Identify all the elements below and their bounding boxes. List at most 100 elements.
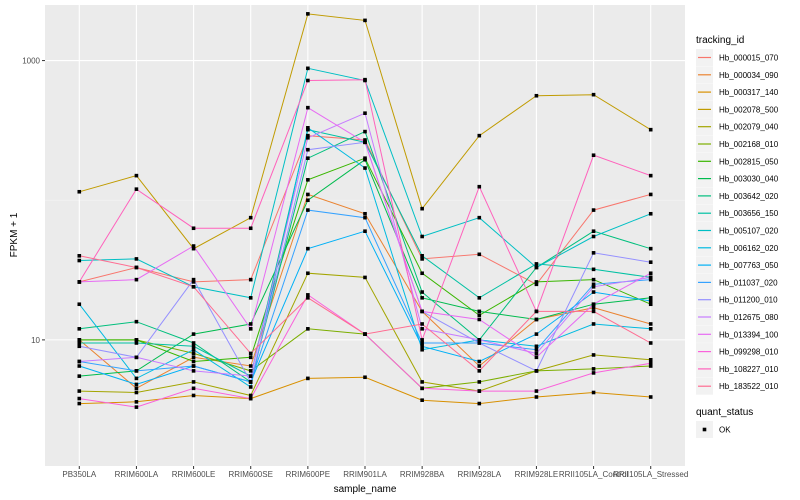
data-point-Hb_005107_020 [77,258,82,263]
data-point-Hb_003656_150 [191,344,196,349]
data-point-Hb_013394_100 [591,302,596,307]
data-point-Hb_006162_020 [306,126,310,130]
data-point-Hb_002079_040 [77,389,82,393]
data-point-Hb_011200_010 [477,341,482,345]
y-axis: 10 1000 [22,57,45,345]
data-point-Hb_003642_020 [420,290,424,294]
data-point-Hb_006162_020 [77,302,82,307]
data-point-Hb_099298_010 [306,293,310,297]
data-point-Hb_183522_010 [477,369,482,373]
data-point-Hb_002079_040 [420,380,424,384]
legend-label: Hb_000034_090 [719,71,779,80]
data-point-Hb_002078_500 [77,189,82,194]
data-point-Hb_007763_050 [477,359,482,364]
legend-label: Hb_002815_050 [719,157,779,166]
data-point-Hb_011037_020 [591,282,596,287]
data-point-Hb_013394_100 [306,105,310,110]
x-axis-title: sample_name [334,484,397,495]
data-point-Hb_000317_140 [534,395,539,399]
data-point-Hb_099298_010 [77,396,82,401]
data-point-Hb_002078_500 [248,215,253,220]
data-point-Hb_000015_070 [248,277,253,282]
data-point-Hb_002079_040 [648,358,653,362]
data-point-Hb_005107_020 [648,211,653,216]
data-point-Hb_000015_070 [191,280,196,284]
data-point-Hb_013394_100 [648,271,653,276]
legend-label: Hb_002078_500 [719,105,779,114]
data-point-Hb_002079_040 [363,275,367,280]
data-point-Hb_003656_150 [591,267,596,272]
legend-label: Hb_006162_020 [719,244,779,253]
data-point-Hb_003656_150 [306,127,310,132]
legend-label-quant-status: OK [719,426,731,435]
legend-label: Hb_007763_050 [719,261,779,270]
data-point-Hb_000015_070 [534,282,539,287]
data-point-Hb_000015_070 [477,252,482,257]
data-point-Hb_108227_010 [420,338,424,342]
data-point-Hb_003030_040 [477,309,482,314]
x-tick-label: RRII105LA_Control [559,470,629,479]
x-tick-label: RRIM901LA [343,470,387,479]
data-point-Hb_002078_500 [191,246,196,251]
legend-label: Hb_002168_010 [719,140,779,149]
data-point-Hb_108227_010 [648,173,653,178]
data-point-Hb_011037_020 [306,208,310,212]
data-point-Hb_000034_090 [648,322,653,326]
data-point-Hb_002078_500 [134,173,139,178]
data-point-Hb_006162_020 [191,347,196,352]
legend: tracking_id Hb_000015_070Hb_000034_090Hb… [696,35,779,438]
legend-point-square [702,427,707,432]
data-point-Hb_002079_040 [306,271,310,276]
data-point-Hb_000034_090 [191,355,196,360]
data-point-Hb_003656_150 [477,296,482,300]
data-point-Hb_108227_010 [363,77,367,82]
data-point-Hb_000034_090 [591,305,596,310]
data-point-Hb_000317_140 [191,393,196,398]
data-point-Hb_013394_100 [420,309,424,314]
data-point-Hb_012675_080 [591,284,596,289]
data-point-Hb_000015_070 [363,138,367,142]
data-point-Hb_007763_050 [648,299,653,303]
data-point-Hb_099298_010 [420,386,424,391]
legend-label: Hb_099298_010 [719,348,779,357]
data-point-Hb_000034_090 [363,211,367,216]
data-point-Hb_003642_020 [134,319,139,324]
data-point-Hb_005107_020 [306,66,310,71]
x-axis: PB350LA RRIM600LA RRIM600LE RRIM600SE RRIM60… [62,466,688,479]
data-point-Hb_013394_100 [191,244,196,248]
data-point-Hb_002078_500 [591,92,596,97]
legend-label: Hb_000317_140 [719,88,779,97]
data-point-Hb_183522_010 [191,284,196,289]
data-point-Hb_003642_020 [191,341,196,345]
data-point-Hb_002168_010 [591,367,596,371]
data-point-Hb_183522_010 [77,254,82,258]
data-point-Hb_000317_140 [420,398,424,402]
data-point-Hb_000034_090 [248,364,253,368]
data-point-Hb_000034_090 [134,386,139,391]
data-point-Hb_011037_020 [191,364,196,368]
data-point-Hb_011037_020 [534,347,539,352]
data-point-Hb_000317_140 [77,401,82,406]
data-point-Hb_011037_020 [420,341,424,345]
data-point-Hb_007763_050 [420,344,424,349]
data-point-Hb_000317_140 [591,390,596,395]
data-point-Hb_002078_500 [534,93,539,98]
data-point-Hb_006162_020 [534,344,539,349]
data-point-Hb_002815_050 [477,313,482,318]
data-point-Hb_011200_010 [648,260,653,264]
data-point-Hb_002815_050 [191,359,196,364]
data-point-Hb_183522_010 [248,351,253,356]
data-point-Hb_183522_010 [363,332,367,336]
data-point-Hb_002168_010 [648,364,653,368]
legend-color-items: Hb_000015_070 Hb_000034_090 Hb_000317_140 H… [696,49,779,395]
data-point-Hb_000015_070 [306,133,310,138]
data-point-Hb_007763_050 [534,332,539,336]
data-point-Hb_003030_040 [248,322,253,326]
data-point-Hb_003642_020 [591,229,596,234]
data-point-Hb_007763_050 [306,246,310,251]
data-point-Hb_007763_050 [77,364,82,368]
data-point-Hb_003030_040 [648,296,653,300]
data-point-Hb_011200_010 [534,369,539,373]
data-point-Hb_007763_050 [591,290,596,294]
legend-title-tracking-id: tracking_id [696,35,744,46]
